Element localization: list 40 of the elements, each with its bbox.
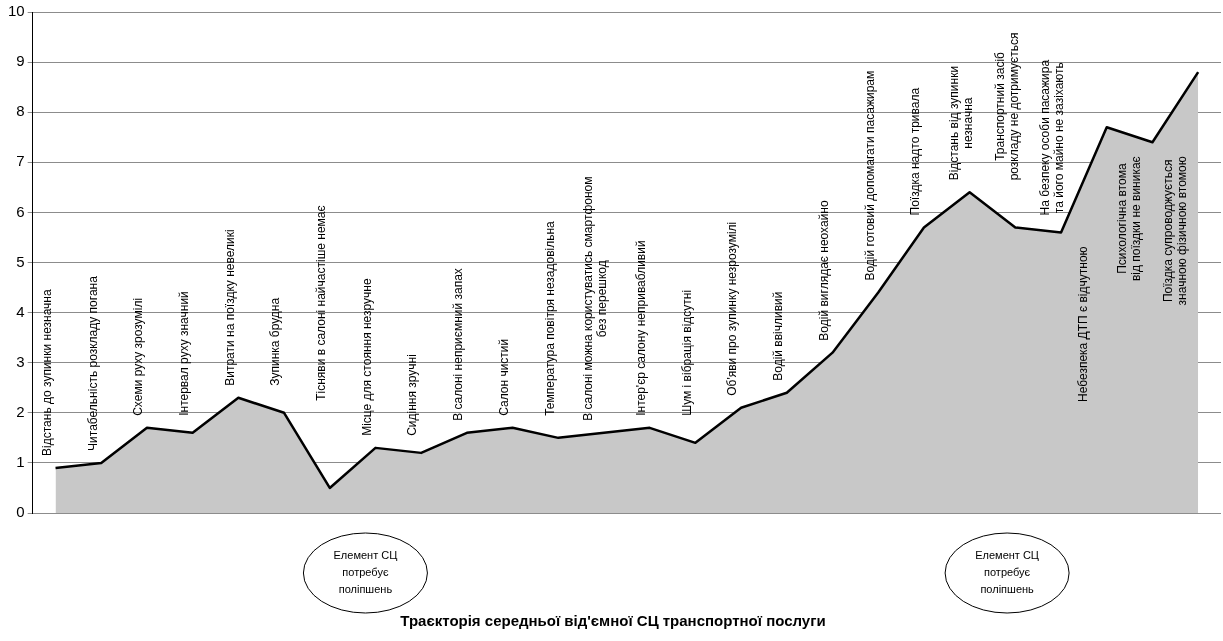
x-tick-label: Інтер'єр салону непривабливий (634, 240, 649, 416)
x-tick-label: Поїздка надто тривала (908, 87, 923, 216)
x-tick-label: Інтервал руху значний (176, 291, 191, 416)
y-tick-label: 3 (16, 352, 25, 370)
x-tick-label: Відстань до зупинки незначна (39, 289, 54, 456)
y-tick-label: 4 (16, 302, 25, 320)
text: Елемент СЦ потребує поліпшень (975, 549, 1040, 596)
x-tick-label: Витрати на поїздку невеликі (222, 229, 237, 386)
x-tick-label: В салоні можна користуватись смартфоном без перешкод (581, 176, 610, 421)
text: Елемент СЦ потребує поліпшень (333, 549, 398, 596)
x-tick-label: Небезпека ДТП є відчутною (1076, 246, 1091, 402)
y-tick-label: 9 (16, 52, 25, 70)
x-tick-label: Об'яви про зупинку незрозумілі (725, 221, 740, 396)
x-tick-label: Водій ввічливий (771, 291, 786, 381)
y-tick-label: 10 (8, 2, 25, 20)
text: Траєкторія середньої від'ємної СЦ транспортної послуги (400, 612, 826, 630)
x-tick-label: Поїздка супроводжується значною фізичною втомою (1160, 156, 1189, 306)
x-tick-label: Відстань від зупинки незначна (946, 65, 975, 181)
x-tick-label: Зупинка брудна (268, 297, 283, 386)
x-tick-label: На безпеку особи пасажира та його майно не зазіхають (1038, 59, 1067, 216)
x-tick-label: Транспортний засіб розкладу не дотримується (992, 32, 1021, 181)
x-tick-label: Шум і вібрація відсутні (679, 289, 694, 416)
x-tick-label: Читабельність розкладу погана (85, 275, 100, 451)
x-tick-label: В салоні неприємний запах (451, 268, 466, 421)
x-tick-label: Тісняви в салоні найчастіше немає (314, 205, 329, 401)
y-tick-label: 0 (16, 503, 25, 521)
x-tick-label: Сидіння зручні (405, 354, 420, 436)
x-tick-label: Водій готовий допомагати пасажирам (862, 70, 877, 281)
x-tick-label: Водій виглядає неохайно (816, 200, 831, 341)
x-tick-label: Психологічна втома від поїздки не виникає (1114, 156, 1143, 282)
x-tick-label: Схеми руху зрозумілі (131, 297, 146, 416)
y-tick-label: 8 (16, 102, 25, 120)
x-tick-label: Салон чистий (496, 338, 511, 416)
y-tick-label: 7 (16, 152, 25, 170)
x-tick-label: Місце для стояння незручне (359, 278, 374, 436)
y-tick-label: 1 (16, 453, 25, 471)
x-tick-label: Температура повітря незадовільна (542, 220, 557, 416)
y-tick-label: 5 (16, 252, 25, 270)
y-tick-label: 2 (16, 402, 25, 420)
y-tick-label: 6 (16, 202, 25, 220)
